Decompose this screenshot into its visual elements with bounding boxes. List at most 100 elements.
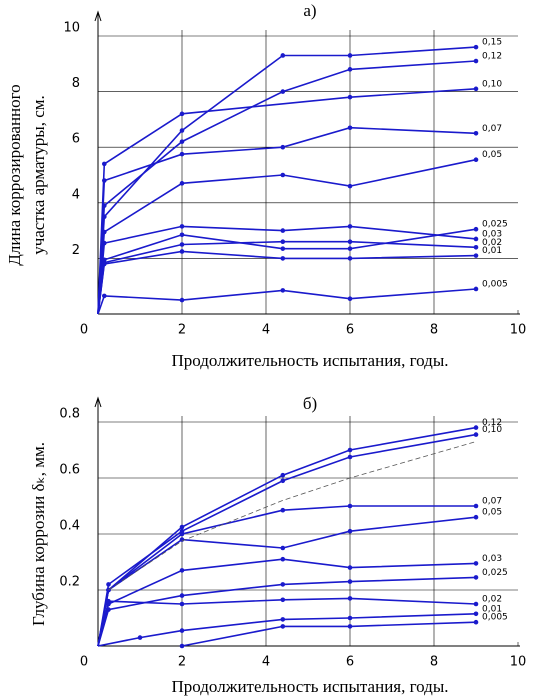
series-line — [97, 516, 477, 647]
series-line — [97, 597, 477, 647]
data-point — [347, 615, 353, 621]
data-point — [102, 293, 107, 299]
series-label: 0,12 — [482, 52, 502, 62]
data-point — [473, 561, 479, 566]
data-point — [179, 643, 185, 649]
data-point — [473, 619, 479, 625]
series-label: 0,07 — [482, 124, 502, 134]
data-point — [347, 528, 353, 534]
data-point — [347, 454, 353, 460]
series-line — [97, 250, 477, 315]
y-tick-label: 6 — [72, 132, 80, 147]
data-point — [280, 256, 286, 261]
series-label: 0,10 — [482, 425, 502, 435]
data-point — [102, 229, 107, 235]
series-label: 0,025 — [482, 568, 508, 578]
series-label: 0,15 — [482, 38, 502, 48]
data-point — [473, 157, 479, 163]
data-point — [473, 425, 479, 430]
series-line — [97, 126, 477, 315]
data-point — [280, 53, 286, 58]
chart-title: а) — [303, 1, 316, 20]
series-line — [97, 505, 476, 647]
data-point — [179, 628, 185, 633]
data-point — [280, 172, 286, 178]
data-point — [280, 556, 286, 562]
y-tick-label: 4 — [72, 187, 80, 202]
data-point — [280, 239, 286, 245]
series-label: 0,005 — [482, 279, 508, 289]
y-axis-arrow — [94, 10, 102, 22]
data-point — [347, 565, 353, 570]
series-label: 0,02 — [482, 595, 502, 605]
data-point — [347, 596, 353, 601]
data-point — [179, 531, 185, 537]
data-point — [347, 503, 353, 509]
data-point — [473, 503, 479, 509]
series-line — [97, 613, 477, 647]
series-label: 0,07 — [482, 497, 502, 507]
data-point — [179, 151, 185, 157]
y-tick-label: 10 — [63, 21, 80, 36]
y-axis-label: Длина коррозированного — [5, 84, 24, 265]
y-tick-label: 0.6 — [59, 463, 80, 478]
x-tick-label: 8 — [430, 655, 438, 670]
data-point — [347, 447, 353, 453]
x-tick-label: 10 — [510, 323, 527, 338]
data-point — [473, 44, 479, 50]
data-point — [280, 624, 286, 629]
data-point — [473, 253, 479, 258]
data-point — [473, 514, 479, 520]
series-line — [97, 60, 477, 315]
data-point — [473, 226, 479, 232]
data-point — [473, 244, 479, 250]
series-line — [181, 621, 477, 647]
data-point — [280, 617, 286, 622]
data-point — [473, 575, 479, 580]
series-line — [108, 441, 477, 591]
y-axis-arrow — [94, 396, 102, 408]
y-tick-label: 2 — [72, 243, 80, 258]
data-point — [179, 111, 185, 117]
data-point — [179, 524, 185, 530]
data-point — [473, 58, 479, 64]
data-point — [280, 472, 286, 478]
data-point — [473, 236, 479, 242]
data-point — [347, 67, 353, 72]
data-point — [280, 288, 286, 293]
y-axis-label: участка арматуры, см. — [29, 95, 48, 255]
data-point — [347, 239, 353, 245]
data-point — [102, 178, 107, 183]
data-point — [347, 183, 353, 189]
data-point — [179, 249, 185, 254]
x-tick-label: 2 — [178, 323, 186, 338]
data-point — [347, 53, 353, 58]
data-point — [347, 624, 353, 629]
data-point — [137, 635, 143, 640]
series-label: 0,03 — [482, 554, 502, 564]
data-point — [473, 86, 479, 92]
data-point — [179, 601, 185, 607]
data-point — [179, 297, 185, 303]
y-tick-label: 0.2 — [59, 575, 80, 590]
data-point — [280, 507, 286, 513]
series-label: 0,025 — [482, 220, 508, 230]
data-point — [347, 296, 353, 302]
x-axis-label: Продолжительность испытания, годы. — [172, 351, 449, 370]
data-point — [280, 89, 286, 94]
series-line — [97, 426, 477, 647]
x-tick-label: 8 — [430, 323, 438, 338]
series-label: 0,10 — [482, 79, 502, 89]
data-point — [179, 568, 185, 573]
data-point — [179, 242, 185, 247]
data-point — [347, 256, 353, 261]
data-point — [473, 286, 479, 292]
data-point — [280, 582, 286, 587]
data-point — [179, 593, 185, 598]
x-tick-label: 6 — [346, 655, 354, 670]
data-point — [347, 125, 353, 131]
series-label: 0,005 — [482, 613, 508, 623]
data-point — [102, 261, 107, 267]
series-label: 0,12 — [482, 418, 502, 428]
